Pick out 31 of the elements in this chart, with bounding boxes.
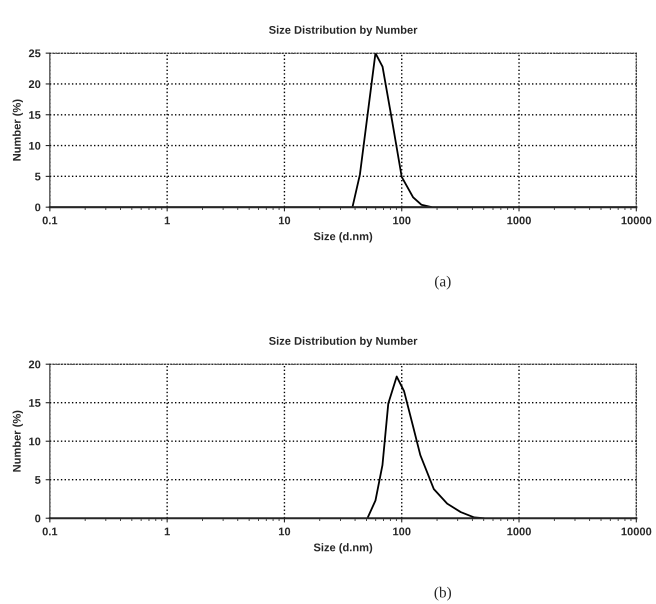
text: (b) [434, 586, 452, 601]
x-tick-label: 10 [278, 528, 290, 536]
y-tick-label: 10 [29, 142, 40, 150]
y-axis-title: Number (%) [12, 410, 23, 472]
x-tick-label: 100 [393, 216, 411, 224]
x-tick-label: 10 [278, 216, 290, 224]
y-tick-label: 0 [35, 514, 40, 522]
y-tick-label: 15 [29, 399, 41, 407]
y-tick-label: 20 [28, 360, 40, 368]
text: (a) [434, 276, 451, 290]
chart-title: Size Distribution by Number [269, 336, 418, 348]
x-tick-label: 0.1 [42, 216, 58, 224]
x-tick-label: 1000 [507, 216, 531, 224]
x-axis-title: Size (d.nm) [314, 543, 372, 554]
y-tick-label: 5 [34, 172, 41, 181]
x-tick-label: 10000 [622, 216, 652, 224]
x-axis-title: Size (d.nm) [314, 232, 372, 242]
y-axis-title: Number (%) [12, 100, 23, 161]
y-tick-label: 0 [35, 203, 40, 212]
x-tick-label: 10000 [622, 528, 652, 536]
y-tick-label: 20 [28, 80, 40, 88]
x-tick-label: 100 [393, 528, 411, 536]
y-tick-label: 10 [29, 437, 40, 446]
y-tick-label: 25 [28, 49, 41, 58]
x-tick-label: 1000 [507, 528, 531, 536]
x-tick-label: 1 [164, 528, 170, 536]
y-tick-label: 5 [34, 476, 41, 484]
chart-title: Size Distribution by Number [269, 26, 418, 36]
y-tick-label: 15 [29, 111, 41, 119]
x-tick-label: 1 [164, 216, 170, 224]
x-tick-label: 0.1 [42, 528, 58, 536]
